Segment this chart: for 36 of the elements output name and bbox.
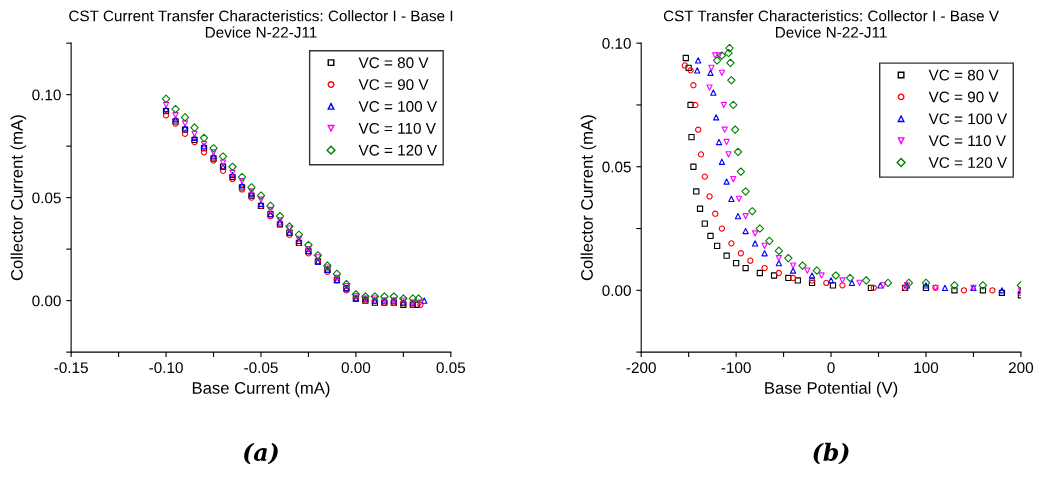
y-tick-label: 0.00 <box>32 295 61 307</box>
x-tick-label: -0.05 <box>244 362 278 374</box>
x-tick-label: -0.10 <box>149 362 183 374</box>
chart-title: CST Current Transfer Characteristics: Collector I - Base I <box>69 10 453 22</box>
legend-label: VC = 110 V <box>358 122 436 134</box>
legend-label: VC = 80 V <box>358 57 429 69</box>
legend-label: VC = 100 V <box>928 113 1008 125</box>
y-tick-label: 0.00 <box>602 285 631 297</box>
x-tick-label: 100 <box>914 362 939 374</box>
y-tick-label: 0.05 <box>602 161 631 173</box>
x-tick-label: -100 <box>721 362 751 374</box>
legend-label: VC = 80 V <box>928 69 999 81</box>
x-tick-label: 200 <box>1008 362 1034 374</box>
x-axis-title: Base Current (mA) <box>192 381 330 398</box>
y-axis-title: Collector Current (mA) <box>580 115 597 281</box>
chart-title: CST Transfer Characteristics: Collector I - Base V <box>663 10 999 22</box>
y-tick-label: 0.05 <box>32 192 61 204</box>
legend-label: VC = 120 V <box>358 144 438 156</box>
legend-label: VC = 90 V <box>928 91 999 103</box>
legend-label: VC = 120 V <box>928 157 1008 169</box>
x-tick-label: -200 <box>626 362 656 374</box>
chart-subtitle: Device N-22-J11 <box>205 26 317 38</box>
x-axis-title: Base Potential (V) <box>765 381 898 398</box>
y-axis-title: Collector Current (mA) <box>10 115 27 281</box>
x-tick-label: 0.00 <box>341 362 371 374</box>
text: (a) <box>244 442 278 465</box>
x-tick-label: 0 <box>827 362 835 374</box>
x-tick-label: 0.05 <box>436 362 466 374</box>
text: (b) <box>813 442 849 465</box>
y-tick-label: 0.10 <box>32 89 61 101</box>
legend-label: VC = 90 V <box>358 79 429 91</box>
x-tick-label: -0.15 <box>54 362 88 374</box>
legend-label: VC = 100 V <box>358 101 438 112</box>
y-tick-label: 0.10 <box>602 38 631 49</box>
chart-subtitle: Device N-22-J11 <box>775 26 887 38</box>
legend-label: VC = 110 V <box>928 135 1006 147</box>
